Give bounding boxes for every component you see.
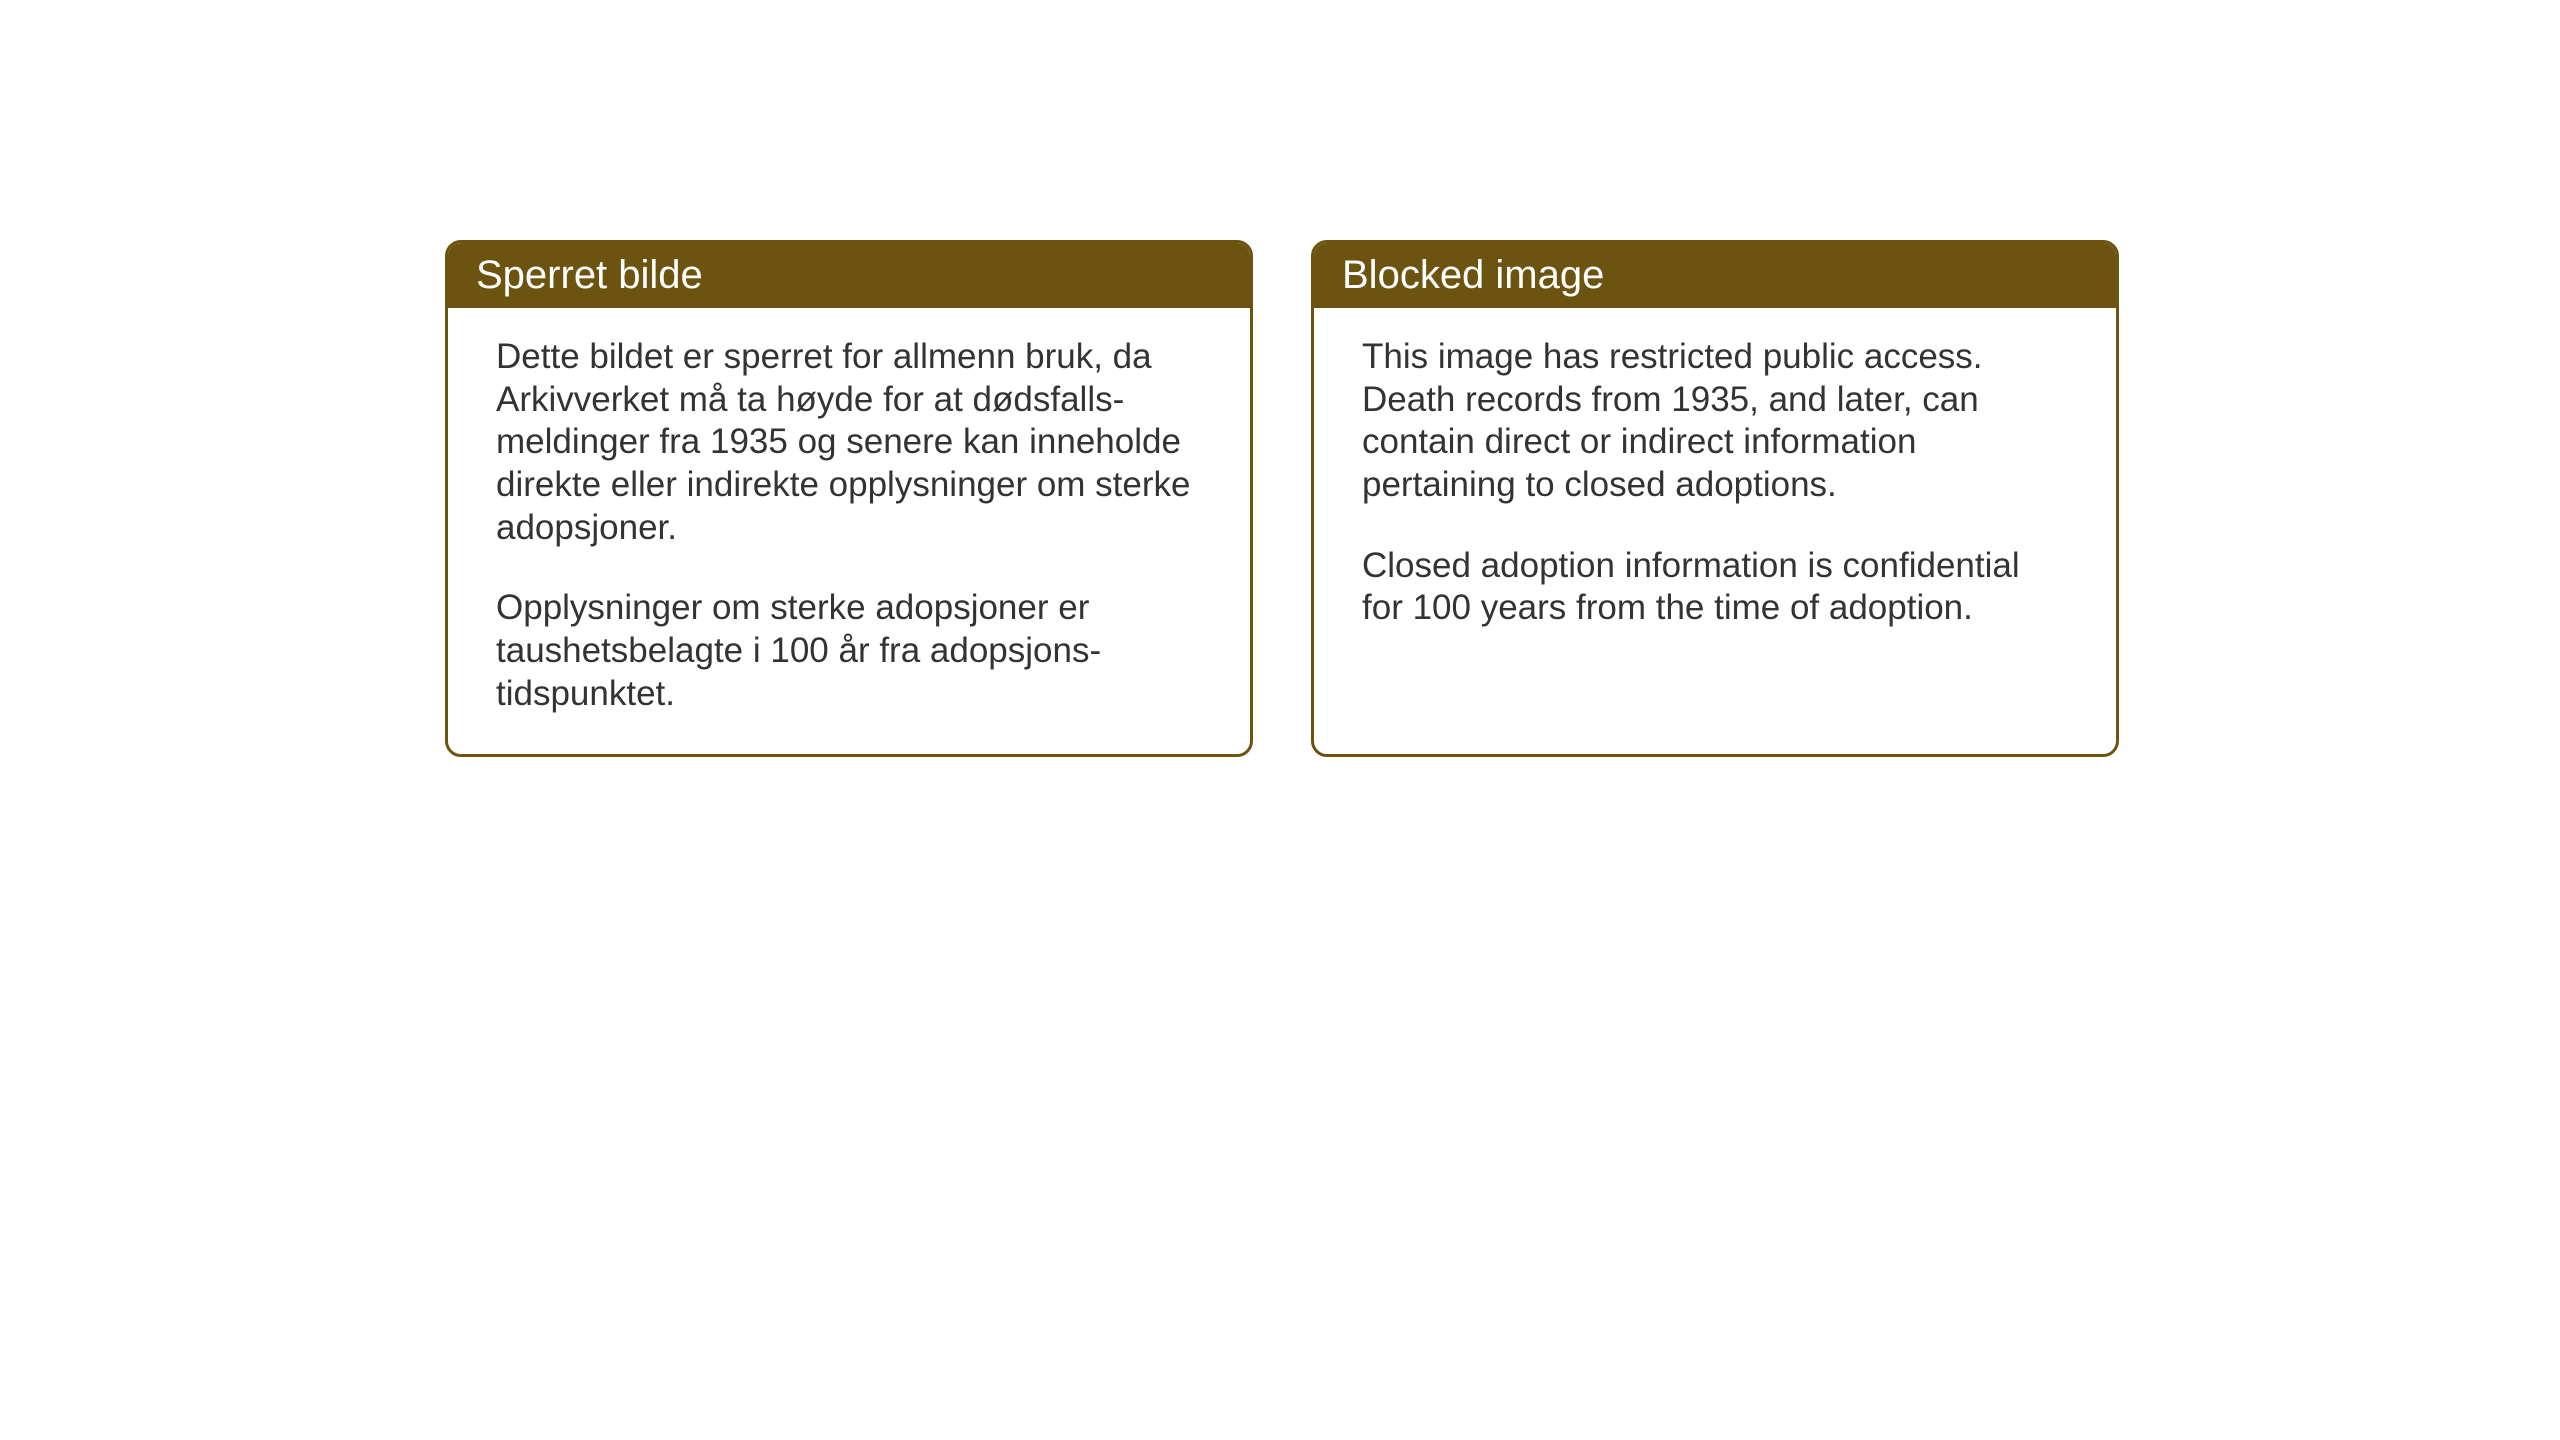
notice-box-english: Blocked image This image has restricted … (1311, 240, 2119, 757)
notice-body-norwegian: Dette bildet er sperret for allmenn bruk… (448, 308, 1250, 754)
notice-paragraph-1-norwegian: Dette bildet er sperret for allmenn bruk… (496, 336, 1202, 549)
notice-paragraph-1-english: This image has restricted public access.… (1362, 336, 2068, 507)
notice-container: Sperret bilde Dette bildet er sperret fo… (445, 240, 2119, 757)
notice-body-english: This image has restricted public access.… (1314, 308, 2116, 668)
notice-title-english: Blocked image (1342, 253, 1604, 297)
notice-header-norwegian: Sperret bilde (448, 243, 1250, 308)
notice-paragraph-2-norwegian: Opplysninger om sterke adopsjoner er tau… (496, 587, 1202, 715)
notice-box-norwegian: Sperret bilde Dette bildet er sperret fo… (445, 240, 1253, 757)
notice-title-norwegian: Sperret bilde (476, 253, 703, 297)
notice-paragraph-2-english: Closed adoption information is confident… (1362, 545, 2068, 630)
notice-header-english: Blocked image (1314, 243, 2116, 308)
